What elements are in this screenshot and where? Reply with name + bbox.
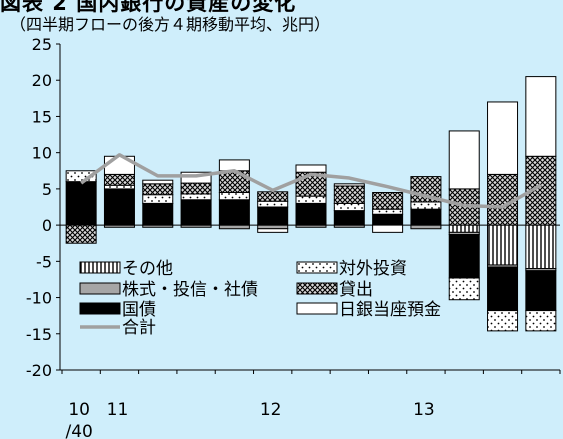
y-tick-label: -10 bbox=[26, 289, 52, 308]
x-tick-label: /40 bbox=[65, 422, 92, 439]
legend-label-total: 合計 bbox=[122, 318, 156, 338]
bar-segment-other bbox=[448, 224, 480, 233]
bar-segment-loans bbox=[218, 170, 250, 194]
bar-segment-loans bbox=[180, 182, 212, 195]
x-tick-label: 12 bbox=[260, 400, 282, 420]
total-line bbox=[80, 153, 542, 209]
bar-segment-gov bbox=[218, 199, 250, 226]
total-line-layer bbox=[80, 153, 542, 209]
bar-segment-loans bbox=[65, 224, 97, 244]
bar-segment-loans bbox=[372, 192, 404, 210]
bar-segment-boj bbox=[448, 130, 480, 190]
bar-segment-boj bbox=[487, 101, 519, 175]
bar-segment-loans bbox=[333, 185, 365, 204]
y-tick-label: 5 bbox=[42, 180, 52, 199]
y-tick-label: 0 bbox=[42, 216, 52, 235]
bar-segment-foreign bbox=[142, 194, 174, 204]
bar-segment-boj bbox=[295, 164, 327, 173]
axis-layer: 25 20 15 10 5 0 -5 -10 -15 -20 10 11 12 13/40 bbox=[26, 35, 561, 439]
chart-title: 図表 2 国内銀行の資産の変化 bbox=[0, 0, 297, 15]
bar-segment-boj bbox=[333, 183, 365, 187]
legend-label-other: その他 bbox=[122, 259, 173, 279]
bar-segment-foreign bbox=[180, 193, 212, 201]
bar-segment-foreign bbox=[372, 208, 404, 215]
chart-subtitle: （四半期フローの後方４期移動平均、兆円） bbox=[10, 15, 331, 34]
bar-segment-foreign bbox=[487, 310, 519, 332]
y-tick-label: 25 bbox=[32, 35, 52, 54]
legend-label-boj: 日銀当座預金 bbox=[339, 300, 441, 320]
bar-segment-stocks bbox=[218, 224, 250, 230]
bar-segment-boj bbox=[142, 179, 174, 185]
bar-segment-gov bbox=[103, 188, 135, 226]
bar-segment-foreign bbox=[218, 192, 250, 201]
bar-segment-gov bbox=[180, 199, 212, 226]
bars-layer bbox=[65, 76, 557, 332]
y-tick-label: 20 bbox=[32, 71, 52, 90]
bar-segment-foreign bbox=[525, 310, 557, 332]
bar-segment-boj bbox=[372, 224, 404, 233]
y-tick-label: 10 bbox=[32, 144, 52, 163]
bar-segment-other bbox=[525, 224, 557, 270]
bar-segment-gov bbox=[372, 213, 404, 226]
y-tick-label: -20 bbox=[26, 361, 52, 380]
y-tick-label: -5 bbox=[36, 252, 52, 271]
bar-segment-foreign bbox=[333, 202, 365, 212]
bar-segment-gov bbox=[65, 181, 97, 226]
legend-swatch-loans bbox=[296, 282, 338, 295]
bar-segment-foreign bbox=[448, 277, 480, 301]
legend-label-gov: 国債 bbox=[122, 300, 156, 320]
bar-segment-boj bbox=[257, 228, 289, 233]
bar-segment-gov bbox=[448, 234, 480, 279]
legend-swatch-foreign bbox=[296, 261, 338, 274]
bar-segment-gov bbox=[525, 270, 557, 312]
legend-swatch-other bbox=[79, 261, 121, 274]
x-tick-label: 10 bbox=[68, 400, 90, 420]
bar-segment-foreign bbox=[295, 195, 327, 204]
bar-segment-gov bbox=[295, 202, 327, 226]
bar-segment-foreign bbox=[257, 200, 289, 208]
bar-segment-gov bbox=[142, 202, 174, 226]
bar-segment-gov bbox=[333, 210, 365, 226]
bar-segment-gov bbox=[410, 208, 442, 226]
legend-swatch-boj bbox=[296, 302, 338, 315]
bar-segment-loans bbox=[103, 173, 135, 186]
legend-label-stocks: 株式・投信・社債 bbox=[122, 280, 258, 300]
bar-segment-gov bbox=[487, 266, 519, 312]
y-tick-label: 15 bbox=[32, 107, 52, 126]
legend-label-loans: 貸出 bbox=[339, 280, 373, 300]
bar-segment-stocks bbox=[257, 224, 289, 230]
bar-segment-boj bbox=[525, 76, 557, 157]
bar-segment-gov bbox=[257, 206, 289, 226]
bar-segment-loans bbox=[257, 191, 289, 202]
y-tick-label: -15 bbox=[26, 325, 52, 344]
x-tick-label: 11 bbox=[107, 400, 129, 420]
legend-swatch-gov bbox=[79, 302, 121, 315]
legend-label-foreign: 対外投資 bbox=[339, 259, 407, 279]
legend-swatch-stocks bbox=[79, 282, 121, 295]
bar-segment-loans bbox=[142, 183, 174, 196]
bar-segment-other bbox=[487, 224, 519, 266]
bar-segment-boj bbox=[180, 171, 212, 184]
bar-segment-foreign bbox=[103, 184, 135, 190]
bar-segment-stocks bbox=[410, 224, 442, 230]
bar-segment-foreign bbox=[410, 201, 442, 210]
x-tick-label: 13 bbox=[413, 400, 435, 420]
